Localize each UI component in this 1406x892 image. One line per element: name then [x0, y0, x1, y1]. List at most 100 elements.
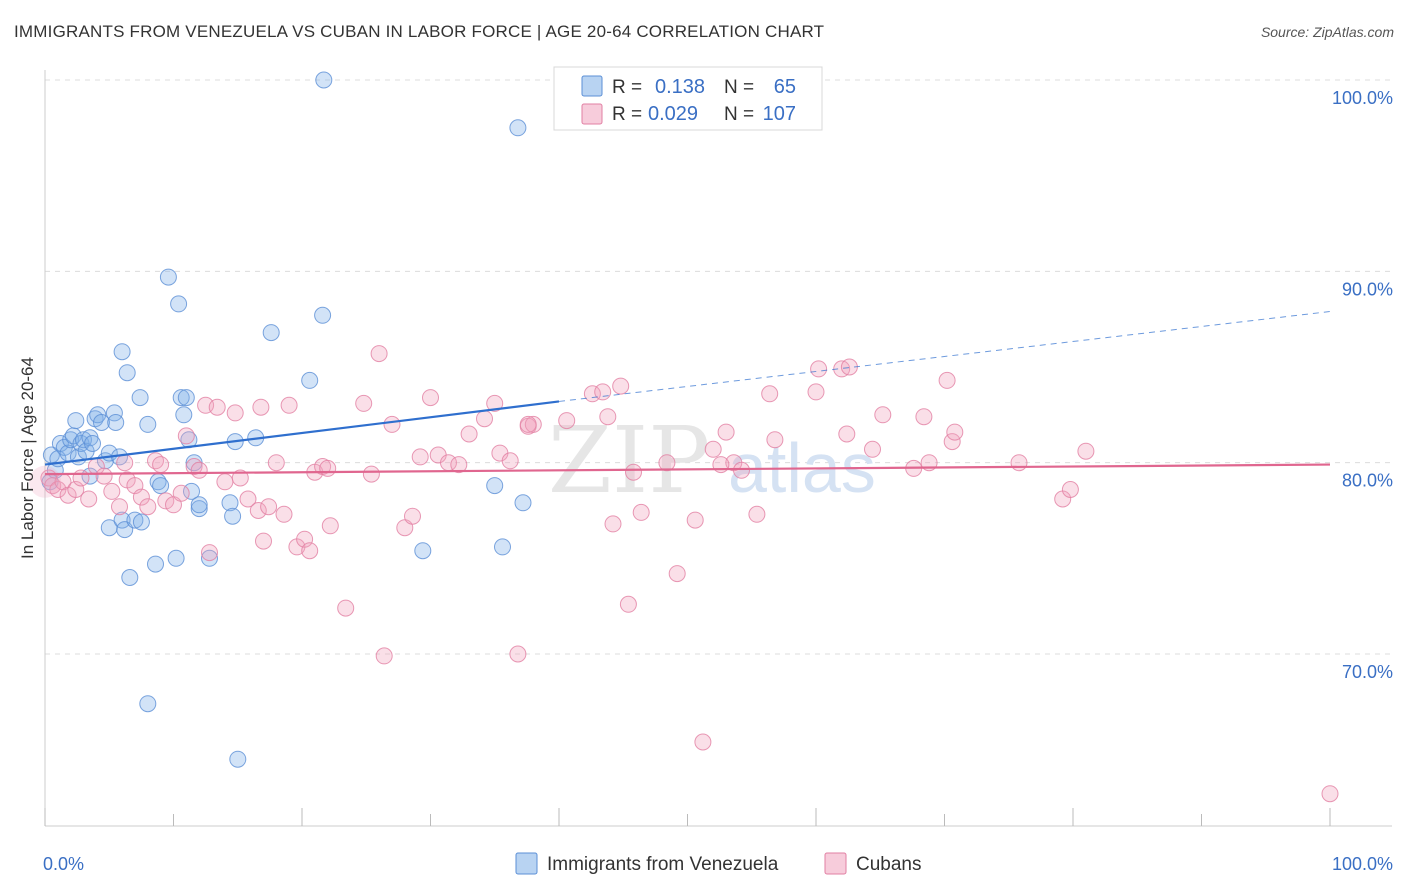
data-points	[29, 71, 1339, 803]
data-point	[216, 473, 234, 491]
data-point	[915, 408, 933, 426]
legend-label-cubans: Cubans	[856, 854, 922, 875]
data-point	[414, 542, 432, 560]
data-point	[172, 484, 190, 502]
watermark-zip: ZIP	[548, 407, 710, 514]
data-point	[717, 423, 735, 441]
data-point	[494, 538, 511, 556]
data-point	[221, 494, 239, 512]
data-point	[486, 394, 504, 412]
data-point	[175, 406, 193, 424]
data-point	[668, 565, 686, 583]
data-point	[116, 454, 134, 472]
data-point	[229, 750, 247, 768]
watermark: ZIP atlas	[548, 407, 876, 514]
data-point	[239, 490, 257, 508]
stats-legend-n-label: N =	[724, 104, 754, 125]
data-point	[131, 389, 149, 407]
data-point	[132, 513, 150, 531]
data-point	[139, 415, 157, 433]
data-point	[460, 425, 478, 443]
stats-legend-n-value: 65	[774, 76, 796, 98]
data-point	[301, 542, 319, 560]
data-point	[514, 494, 532, 512]
data-point	[509, 119, 527, 137]
series-venezuela-points	[41, 71, 532, 768]
data-point	[84, 435, 101, 452]
data-point	[255, 532, 272, 550]
data-point	[704, 440, 722, 458]
data-point	[170, 295, 188, 313]
data-point	[167, 549, 185, 567]
trend-lines	[44, 311, 1331, 476]
trend-line-cubans	[44, 463, 1331, 476]
data-point	[404, 507, 421, 525]
source-credit: Source: ZipAtlas.com	[1260, 24, 1394, 40]
data-point	[766, 431, 784, 449]
data-point	[422, 389, 439, 407]
data-point	[201, 549, 218, 567]
data-point	[1321, 785, 1339, 803]
data-point	[157, 492, 175, 510]
data-point	[1061, 481, 1079, 498]
data-point	[733, 461, 750, 479]
data-point	[113, 343, 131, 361]
data-point	[476, 410, 493, 428]
data-point	[583, 385, 601, 403]
series-cubans-points	[40, 345, 1339, 803]
data-point	[262, 324, 280, 342]
data-point	[625, 463, 642, 481]
data-point	[938, 371, 956, 389]
chart-title: IMMIGRANTS FROM VENEZUELA VS CUBAN IN LA…	[14, 22, 825, 41]
data-point	[658, 454, 676, 472]
data-point	[943, 433, 961, 451]
data-point	[152, 456, 170, 474]
stats-legend-r-value: 0.138	[655, 76, 705, 98]
data-point	[314, 306, 332, 324]
data-point	[147, 555, 164, 573]
data-point	[95, 467, 113, 485]
stats-legend-swatch-cubans	[581, 103, 603, 125]
data-point	[80, 490, 98, 508]
data-point	[411, 448, 429, 466]
data-point	[267, 454, 285, 472]
data-point	[201, 544, 218, 562]
data-point	[632, 503, 650, 521]
data-point	[139, 695, 157, 713]
legend-label-venezuela: Immigrants from Venezuela	[547, 854, 779, 875]
data-point	[113, 511, 131, 529]
data-point	[132, 488, 150, 506]
data-point	[807, 383, 825, 401]
data-point	[355, 394, 373, 412]
data-point	[375, 647, 393, 665]
data-point	[686, 511, 704, 529]
stats-legend: R = 0.138 N = 65 R = 0.029 N = 107	[553, 66, 823, 131]
y-tick-label: 80.0%	[1342, 471, 1393, 491]
data-point	[383, 415, 401, 433]
gridlines	[45, 79, 1392, 655]
data-point	[252, 398, 270, 416]
legend-swatch-cubans	[824, 852, 847, 875]
data-point	[874, 406, 892, 424]
data-point	[748, 505, 766, 523]
data-point	[509, 645, 527, 663]
data-point	[519, 415, 537, 433]
data-point	[118, 364, 136, 382]
data-point	[619, 595, 637, 613]
data-point	[121, 569, 139, 586]
trend-line-venezuela-extension	[558, 311, 1331, 402]
data-point	[864, 440, 881, 458]
data-point	[72, 469, 90, 487]
x-tick-label: 0.0%	[43, 854, 84, 874]
data-point	[139, 498, 157, 516]
data-point	[107, 414, 125, 431]
data-point	[103, 482, 121, 500]
data-point	[224, 507, 242, 525]
data-point	[321, 517, 339, 535]
data-point	[838, 425, 856, 443]
data-point	[190, 496, 208, 514]
data-point	[177, 427, 195, 445]
stats-legend-r-label: R =	[612, 77, 642, 98]
data-point	[152, 477, 170, 495]
